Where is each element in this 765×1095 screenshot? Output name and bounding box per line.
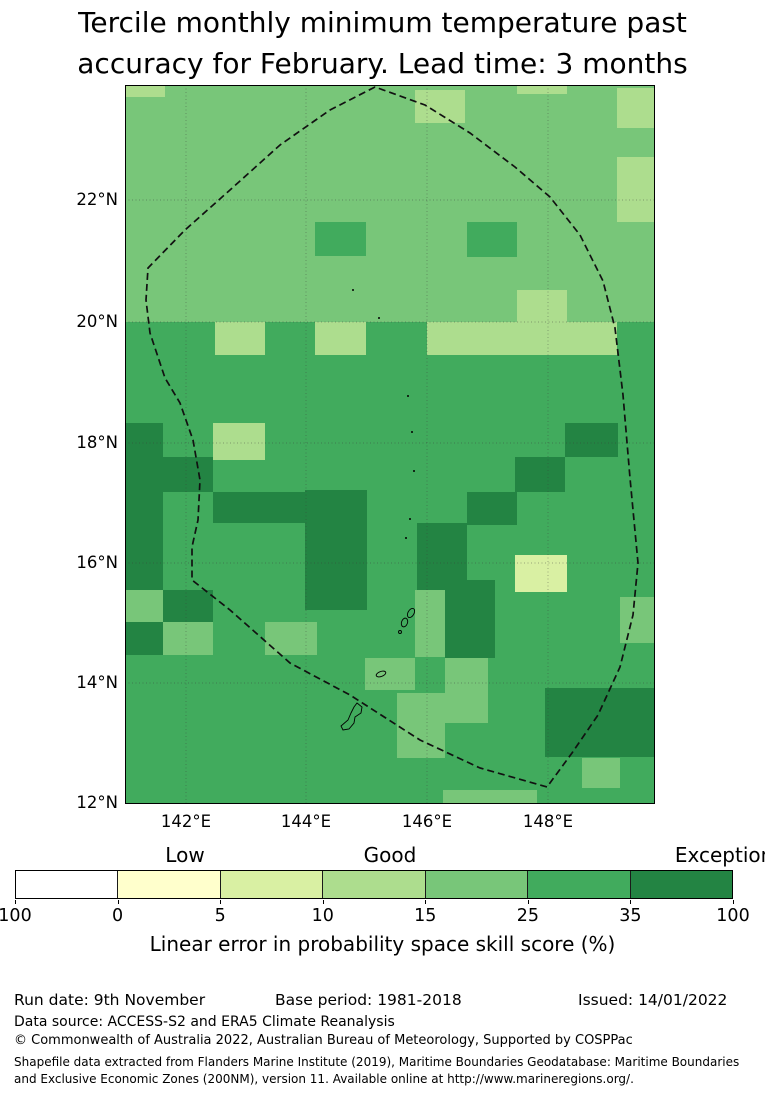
- guam-island-outline: [340, 702, 363, 731]
- colorbar-tick: [630, 900, 632, 904]
- colorbar-tick: [322, 900, 324, 904]
- colorbar-tick-label: 5: [214, 906, 226, 926]
- skill-cell: [213, 423, 265, 460]
- chart-title: Tercile monthly minimum temperature past…: [0, 2, 765, 84]
- colorbar-segment: [219, 871, 323, 898]
- colorbar-tick-label: 100: [0, 906, 32, 926]
- colorbar-tick-label: 10: [311, 906, 334, 926]
- skill-cell: [315, 322, 366, 355]
- skill-cell: [365, 658, 415, 690]
- skill-map: [125, 85, 655, 804]
- rota-island-outline: [375, 670, 387, 678]
- eez-boundary-dashed: [145, 86, 639, 788]
- shapefile-attribution-text: Shapefile data extracted from Flanders M…: [14, 1055, 740, 1086]
- map-frame: [125, 85, 655, 804]
- skill-cell: [163, 622, 213, 655]
- colorbar-tick-label: 0: [111, 906, 124, 926]
- colorbar-tick: [527, 900, 529, 904]
- copyright-text: © Commonwealth of Australia 2022, Austra…: [14, 1033, 633, 1048]
- skill-cell: [415, 590, 445, 657]
- colorbar-tick-label: 15: [414, 906, 437, 926]
- lat-tick-label: 16°N: [76, 553, 118, 572]
- saipan-island-outline: [406, 607, 416, 619]
- lat-tick-label: 20°N: [76, 312, 118, 331]
- skill-cell: [515, 457, 565, 492]
- small-island-dot: [411, 431, 413, 433]
- skill-cell: [565, 423, 618, 457]
- lat-tick-label: 14°N: [76, 673, 118, 692]
- chart-title-line2: accuracy for February. Lead time: 3 mont…: [77, 47, 688, 80]
- skill-cell: [427, 322, 617, 355]
- data-source-text: Data source: ACCESS-S2 and ERA5 Climate …: [14, 1014, 395, 1030]
- issued-date-text: Issued: 14/01/2022: [578, 991, 728, 1009]
- skill-cell: [125, 590, 163, 622]
- small-island-dot: [409, 518, 411, 520]
- small-island-dot: [405, 537, 407, 539]
- skill-cell: [467, 492, 517, 525]
- colorbar-tick: [425, 900, 427, 904]
- tinian-island-outline: [400, 617, 409, 628]
- small-island-dot: [407, 395, 409, 397]
- colorbar-segment: [629, 871, 732, 898]
- skill-cell: [163, 590, 213, 622]
- colorbar-category-label: Good: [363, 843, 417, 867]
- skill-cell: [265, 622, 317, 655]
- colorbar-tick-label: 25: [516, 906, 539, 926]
- map-area: [125, 85, 655, 808]
- lon-tick-label: 148°E: [522, 812, 574, 831]
- skill-cell: [445, 580, 495, 658]
- lon-tick-label: 142°E: [160, 812, 212, 831]
- skill-cell: [617, 88, 655, 128]
- small-island-dot: [378, 317, 380, 319]
- lat-tick-label: 22°N: [76, 190, 118, 209]
- aguijan-island-outline: [398, 630, 402, 634]
- skill-cell: [125, 492, 163, 590]
- colorbar-category-label: Exceptional: [674, 843, 765, 867]
- colorbar-segment: [527, 871, 630, 898]
- skill-cell: [517, 85, 567, 94]
- small-island-dot: [352, 289, 354, 291]
- colorbar-tick-label: 35: [619, 906, 642, 926]
- small-island-dot: [413, 470, 415, 472]
- colorbar-segment: [117, 871, 220, 898]
- skill-cell: [125, 85, 165, 97]
- colorbar-segment: [424, 871, 528, 898]
- skill-cell: [515, 555, 567, 592]
- skill-region: [125, 85, 655, 322]
- skill-cell: [213, 492, 317, 523]
- skill-cell: [443, 790, 537, 804]
- skill-cell: [415, 90, 465, 123]
- colorbar-tick-label: 100: [716, 906, 750, 926]
- skill-cell: [305, 490, 367, 610]
- lon-tick-label: 146°E: [401, 812, 453, 831]
- skill-cell: [125, 622, 163, 655]
- lon-tick-label: 144°E: [280, 812, 332, 831]
- skill-cell: [397, 693, 445, 758]
- skill-cell: [545, 688, 655, 757]
- colorbar-segment: [16, 871, 118, 898]
- colorbar-axis-label: Linear error in probability space skill …: [149, 932, 616, 956]
- base-period-text: Base period: 1981-2018: [275, 991, 462, 1009]
- lat-tick-label: 18°N: [76, 433, 118, 452]
- skill-cell: [467, 222, 517, 257]
- skill-cell: [215, 322, 265, 355]
- colorbar-tick: [733, 900, 734, 904]
- colorbar-category-label: Low: [165, 843, 205, 867]
- colorbar-tick: [220, 900, 222, 904]
- skill-cell: [445, 658, 488, 723]
- skill-cell: [582, 758, 620, 788]
- run-date-text: Run date: 9th November: [14, 991, 206, 1009]
- skill-cell: [620, 597, 655, 643]
- colorbar-tick: [117, 900, 119, 904]
- lat-tick-label: 12°N: [76, 793, 118, 812]
- skill-cell: [517, 290, 567, 322]
- skill-cell: [617, 157, 655, 222]
- colorbar-segment: [322, 871, 425, 898]
- colorbar: [15, 870, 733, 899]
- colorbar-tick: [15, 900, 16, 904]
- chart-title-line1: Tercile monthly minimum temperature past: [78, 6, 687, 39]
- skill-cell: [125, 423, 163, 457]
- skill-cell: [315, 222, 366, 256]
